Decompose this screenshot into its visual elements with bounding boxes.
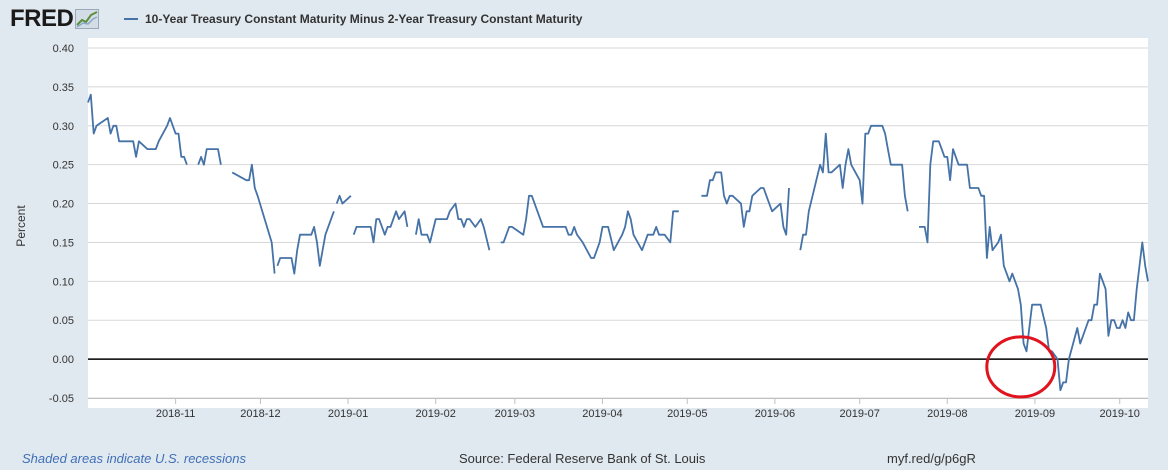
x-tick-label: 2019-10: [1100, 408, 1140, 420]
x-axis-ticks: [88, 398, 1148, 404]
y-tick-label: 0.30: [53, 121, 74, 133]
annotation-circle: [985, 335, 1057, 399]
x-tick-label: 2019-07: [839, 408, 879, 420]
series-line-segment[interactable]: [415, 202, 491, 251]
line-chart: -0.05 0.00 0.05 0.10 0.15 0.20 0.25 0.30 0.35 0.4…: [14, 38, 1149, 420]
legend-series-swatch: [124, 18, 138, 20]
line-graph-icon: [75, 9, 100, 29]
series-line-segment[interactable]: [500, 194, 679, 259]
series-line-segment[interactable]: [335, 194, 352, 205]
series-line-segment[interactable]: [87, 93, 188, 166]
y-tick-label: 0.20: [53, 199, 74, 211]
chart-legend[interactable]: 10-Year Treasury Constant Maturity Minus…: [124, 11, 582, 27]
series-line-segment[interactable]: [352, 210, 409, 244]
y-axis-tick-labels: -0.05 0.00 0.05 0.10 0.15 0.20 0.25 0.30 0.35 0.4…: [49, 43, 74, 405]
y-tick-label: 0.00: [53, 354, 74, 366]
x-tick-label: 2019-01: [328, 408, 368, 420]
legend-series-label: 10-Year Treasury Constant Maturity Minus…: [145, 12, 583, 26]
plot-area: [88, 38, 1148, 408]
x-tick-label: 2018-11: [156, 408, 196, 420]
series-line-segment[interactable]: [276, 210, 335, 275]
series-line-segment[interactable]: [919, 140, 1149, 392]
y-tick-label: -0.05: [49, 393, 74, 405]
x-tick-label: 2019-03: [495, 408, 535, 420]
x-tick-label: 2019-04: [582, 408, 622, 420]
series-lines: [87, 93, 1149, 392]
chart-annotations: [985, 335, 1057, 399]
y-tick-label: 0.35: [53, 82, 74, 94]
fred-logo-text: FRED: [10, 5, 74, 32]
recessions-note: Shaded areas indicate U.S. recessions: [22, 451, 247, 466]
y-tick-label: 0.10: [53, 276, 74, 288]
y-tick-label: 0.40: [53, 43, 74, 55]
series-line-segment[interactable]: [701, 171, 790, 236]
series-line-segment[interactable]: [231, 163, 276, 274]
x-tick-label: 2019-02: [415, 408, 455, 420]
x-tick-label: 2019-09: [1015, 408, 1055, 420]
x-tick-label: 2019-06: [755, 408, 795, 420]
chart-header: FRED 10-Year Treasury Constant Maturity …: [0, 0, 1168, 38]
series-line-segment[interactable]: [197, 148, 222, 166]
x-tick-label: 2019-05: [667, 408, 707, 420]
x-tick-label: 2019-08: [927, 408, 967, 420]
y-tick-label: 0.25: [53, 160, 74, 172]
source-credit: Source: Federal Reserve Bank of St. Loui…: [459, 451, 706, 466]
series-line-segment[interactable]: [799, 124, 909, 251]
y-tick-label: 0.05: [53, 315, 74, 327]
y-tick-label: 0.15: [53, 237, 74, 249]
short-link[interactable]: myf.red/g/p6gR: [887, 451, 976, 466]
fred-logo[interactable]: FRED: [10, 5, 100, 32]
x-tick-label: 2018-12: [240, 408, 280, 420]
x-axis-tick-labels: 2018-11 2018-12 2019-01 2019-02 2019-03 2019-…: [156, 408, 1140, 420]
y-axis-label: Percent: [14, 205, 28, 247]
